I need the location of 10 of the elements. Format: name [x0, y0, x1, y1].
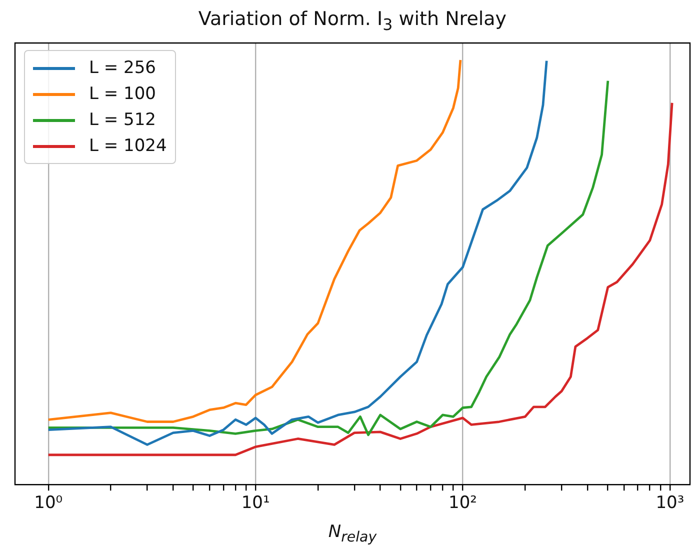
chart-title: Variation of Norm. I$_{3}$ with Nrelay: [197, 8, 508, 34]
legend-label: L = 1024: [89, 136, 167, 156]
x-tick-label: 10³: [656, 493, 684, 514]
x-tick-label: 10¹: [241, 493, 270, 514]
x-tick-label: 10²: [448, 493, 477, 514]
legend-label: L = 512: [89, 110, 156, 130]
legend-label: L = 256: [89, 58, 156, 78]
x-axis-title: N$_{relay}$: [327, 522, 378, 546]
x-tick-label: 10⁰: [34, 493, 63, 514]
legend-label: L = 100: [89, 84, 156, 104]
